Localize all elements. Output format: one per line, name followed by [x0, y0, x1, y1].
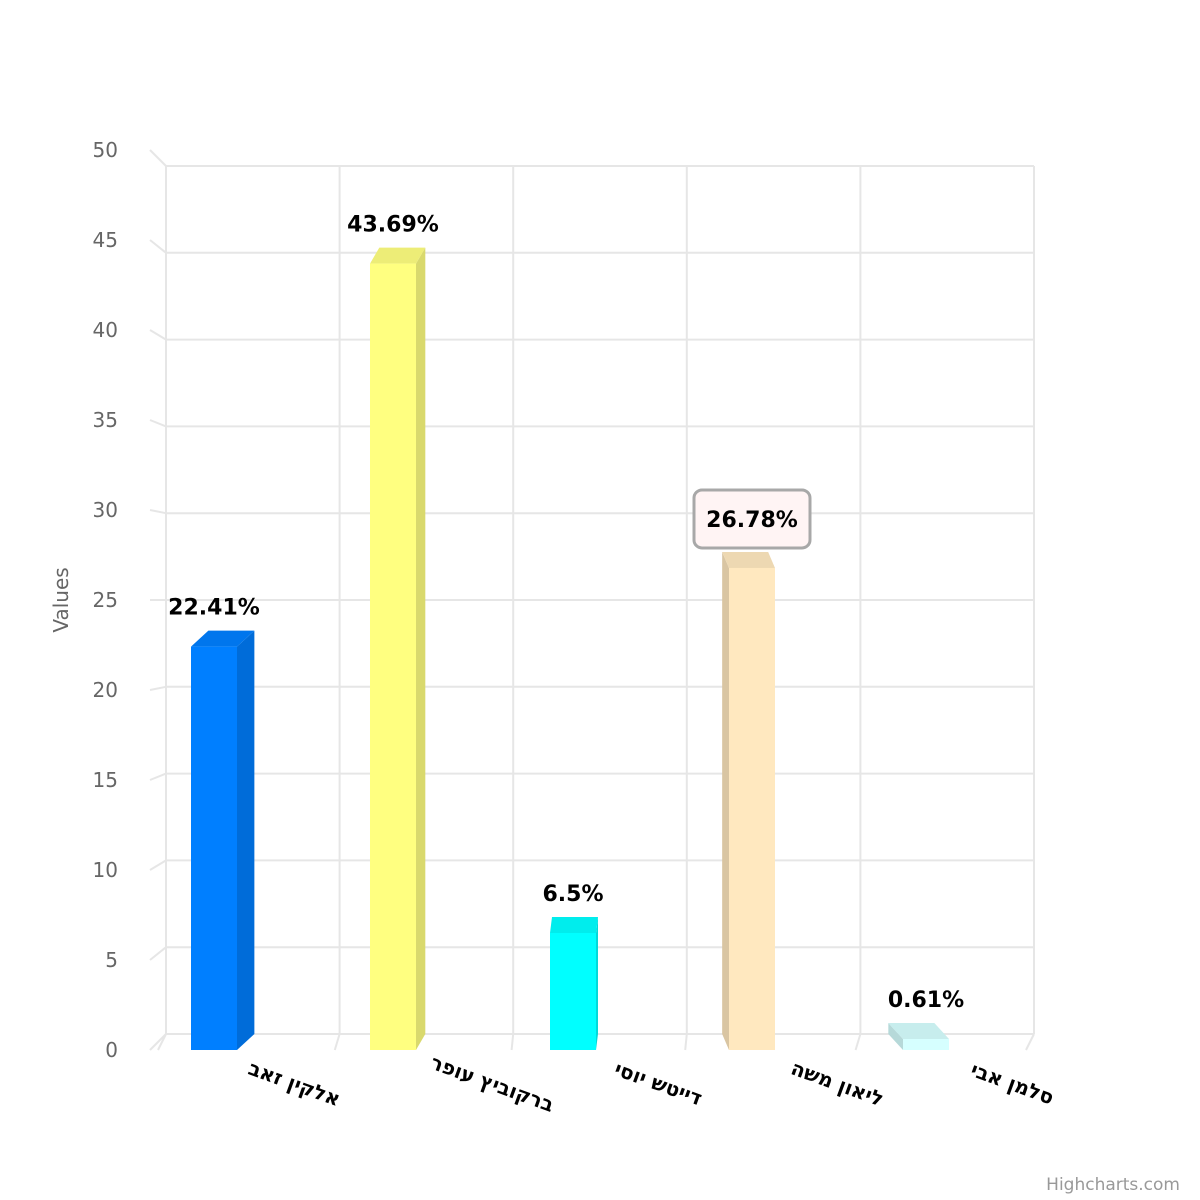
- y-tick-label: 45: [93, 228, 118, 252]
- data-label: 26.78%: [706, 508, 798, 533]
- grid-line-side: [149, 509, 167, 515]
- y-tick-label: 0: [105, 1038, 118, 1062]
- credit[interactable]: Highcharts.com: [1046, 1175, 1180, 1195]
- bar-top: [550, 917, 598, 933]
- grid-line-side: [149, 1033, 167, 1051]
- bar-front: [370, 263, 416, 1051]
- bar[interactable]: [888, 1023, 949, 1050]
- grid-line-side: [149, 772, 167, 781]
- grid-line-side: [149, 419, 167, 428]
- bar[interactable]: [370, 247, 426, 1051]
- bar-side: [237, 630, 255, 1050]
- bar-side: [596, 917, 598, 1050]
- grid-line-floor: [854, 1033, 862, 1051]
- data-label: 43.69%: [347, 213, 439, 238]
- bar-top: [191, 630, 255, 647]
- data-labels: 22.41% 43.69% 6.5% 26.78% 0.61%: [168, 213, 964, 1013]
- bar[interactable]: [722, 551, 775, 1050]
- bar[interactable]: [550, 917, 598, 1050]
- chart-grid: [149, 149, 1035, 1051]
- y-tick-label: 5: [105, 948, 118, 972]
- x-tick-label: סלמן אבי: [968, 1057, 1058, 1109]
- data-label-box: [692, 488, 812, 550]
- grid-line-side: [149, 946, 167, 961]
- y-tick-label: 15: [93, 768, 118, 792]
- grid-line-floor: [157, 1033, 167, 1051]
- y-tick-label: 50: [93, 138, 118, 162]
- grid-line-floor: [1025, 1033, 1035, 1051]
- x-axis: אלקין זאב ברקוביץ עופר דייטש יוסי ליאון משה…: [245, 1050, 1057, 1117]
- bar-front: [729, 567, 775, 1050]
- grid-line-side: [149, 149, 167, 167]
- x-tick-label: דייטש יוסי: [611, 1057, 705, 1111]
- x-tick-label: ליאון משה: [788, 1056, 887, 1112]
- grid-line-side: [149, 239, 167, 254]
- bars: [191, 247, 949, 1051]
- bar-side: [722, 551, 729, 1050]
- y-tick-label: 35: [93, 408, 118, 432]
- grid-line-floor: [684, 1033, 688, 1051]
- y-tick-label: 40: [93, 318, 118, 342]
- x-tick-label: ברקוביץ עופר: [427, 1050, 557, 1117]
- bar-top: [370, 247, 426, 264]
- grid-line-side: [149, 329, 167, 341]
- bar-front: [550, 933, 596, 1050]
- x-tick-label: אלקין זאב: [245, 1056, 343, 1111]
- data-label: 22.41%: [168, 596, 260, 621]
- bar-side: [888, 1023, 903, 1050]
- y-tick-label: 10: [93, 858, 118, 882]
- bar-top: [888, 1023, 949, 1040]
- y-tick-label: 25: [93, 588, 118, 612]
- y-tick-label: 30: [93, 498, 118, 522]
- y-tick-label: 20: [93, 678, 118, 702]
- y-axis-label: Values: [49, 567, 73, 632]
- data-label: 0.61%: [888, 988, 964, 1013]
- grid-line-side: [149, 685, 167, 691]
- y-axis: 0 5 10 15 20 25 30 35 40 45 50: [93, 138, 118, 1062]
- bar-side: [416, 247, 426, 1050]
- bar[interactable]: [191, 630, 255, 1050]
- bar-front: [903, 1039, 949, 1050]
- data-label: 6.5%: [542, 882, 603, 907]
- grid-line-floor: [510, 1033, 515, 1051]
- grid-line-floor: [333, 1033, 341, 1051]
- bar-top: [722, 551, 775, 568]
- bar-front: [191, 646, 237, 1050]
- grid-line-side: [149, 859, 167, 871]
